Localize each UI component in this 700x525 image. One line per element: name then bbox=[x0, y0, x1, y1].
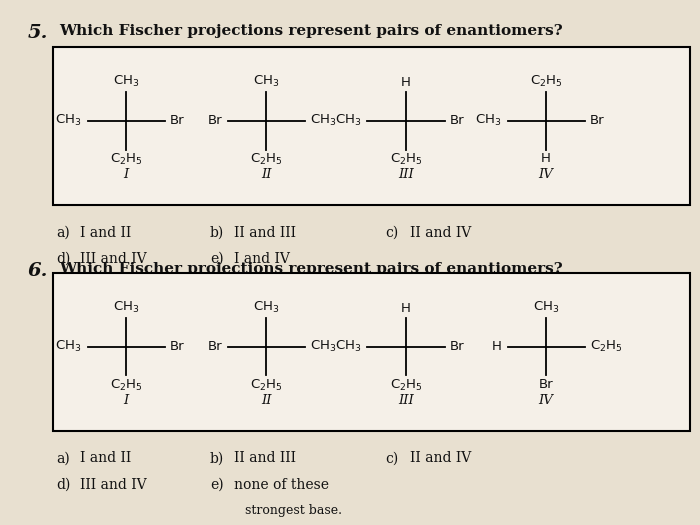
Text: CH$_3$: CH$_3$ bbox=[533, 300, 559, 315]
Text: none of these: none of these bbox=[234, 478, 330, 492]
Text: C$_2$H$_5$: C$_2$H$_5$ bbox=[110, 152, 142, 167]
Text: IV: IV bbox=[538, 168, 554, 181]
Text: I: I bbox=[123, 168, 129, 181]
Text: strongest base.: strongest base. bbox=[245, 504, 342, 517]
Text: d): d) bbox=[56, 478, 71, 492]
FancyBboxPatch shape bbox=[52, 47, 690, 205]
Text: Which Fischer projections represent pairs of enantiomers?: Which Fischer projections represent pair… bbox=[60, 24, 563, 38]
Text: CH$_3$: CH$_3$ bbox=[253, 74, 279, 89]
Text: IV: IV bbox=[538, 394, 554, 407]
Text: a): a) bbox=[56, 452, 70, 466]
Text: C$_2$H$_5$: C$_2$H$_5$ bbox=[250, 152, 282, 167]
Text: II and IV: II and IV bbox=[410, 226, 470, 240]
Text: CH$_3$: CH$_3$ bbox=[253, 300, 279, 315]
Text: II and III: II and III bbox=[234, 452, 297, 466]
Text: CH$_3$: CH$_3$ bbox=[55, 339, 82, 354]
Text: I and IV: I and IV bbox=[234, 252, 290, 266]
Text: II: II bbox=[260, 394, 272, 407]
Text: Br: Br bbox=[207, 340, 222, 353]
Text: Br: Br bbox=[450, 340, 465, 353]
Text: C$_2$H$_5$: C$_2$H$_5$ bbox=[110, 378, 142, 393]
Text: H: H bbox=[492, 340, 502, 353]
Text: H: H bbox=[401, 302, 411, 315]
Text: I and II: I and II bbox=[80, 452, 132, 466]
Text: b): b) bbox=[210, 226, 224, 240]
Text: CH$_3$: CH$_3$ bbox=[113, 300, 139, 315]
Text: H: H bbox=[541, 152, 551, 165]
Text: H: H bbox=[401, 76, 411, 89]
Text: a): a) bbox=[56, 226, 70, 240]
Text: C$_2$H$_5$: C$_2$H$_5$ bbox=[530, 74, 562, 89]
Text: II: II bbox=[260, 168, 272, 181]
Text: d): d) bbox=[56, 252, 71, 266]
Text: CH$_3$: CH$_3$ bbox=[335, 113, 362, 128]
Text: CH$_3$: CH$_3$ bbox=[475, 113, 502, 128]
Text: e): e) bbox=[210, 478, 223, 492]
Text: 5.: 5. bbox=[28, 24, 48, 41]
Text: Which Fischer projections represent pairs of enantiomers?: Which Fischer projections represent pair… bbox=[60, 262, 563, 277]
Text: Br: Br bbox=[450, 114, 465, 127]
FancyBboxPatch shape bbox=[52, 273, 690, 430]
Text: I and II: I and II bbox=[80, 226, 132, 240]
Text: III and IV: III and IV bbox=[80, 478, 147, 492]
Text: CH$_3$: CH$_3$ bbox=[113, 74, 139, 89]
Text: Br: Br bbox=[170, 340, 185, 353]
Text: CH$_3$: CH$_3$ bbox=[55, 113, 82, 128]
Text: C$_2$H$_5$: C$_2$H$_5$ bbox=[590, 339, 623, 354]
Text: Br: Br bbox=[207, 114, 222, 127]
Text: Br: Br bbox=[170, 114, 185, 127]
Text: e): e) bbox=[210, 252, 223, 266]
Text: III and IV: III and IV bbox=[80, 252, 147, 266]
Text: c): c) bbox=[385, 226, 398, 240]
Text: I: I bbox=[123, 394, 129, 407]
Text: C$_2$H$_5$: C$_2$H$_5$ bbox=[250, 378, 282, 393]
Text: CH$_3$: CH$_3$ bbox=[335, 339, 362, 354]
Text: CH$_3$: CH$_3$ bbox=[310, 339, 337, 354]
Text: II and IV: II and IV bbox=[410, 452, 470, 466]
Text: Br: Br bbox=[590, 114, 605, 127]
Text: c): c) bbox=[385, 452, 398, 466]
Text: 6.: 6. bbox=[28, 262, 48, 280]
Text: III: III bbox=[398, 168, 414, 181]
Text: Br: Br bbox=[539, 378, 553, 391]
Text: II and III: II and III bbox=[234, 226, 297, 240]
Text: C$_2$H$_5$: C$_2$H$_5$ bbox=[390, 152, 422, 167]
Text: b): b) bbox=[210, 452, 224, 466]
Text: C$_2$H$_5$: C$_2$H$_5$ bbox=[390, 378, 422, 393]
Text: CH$_3$: CH$_3$ bbox=[310, 113, 337, 128]
Text: III: III bbox=[398, 394, 414, 407]
